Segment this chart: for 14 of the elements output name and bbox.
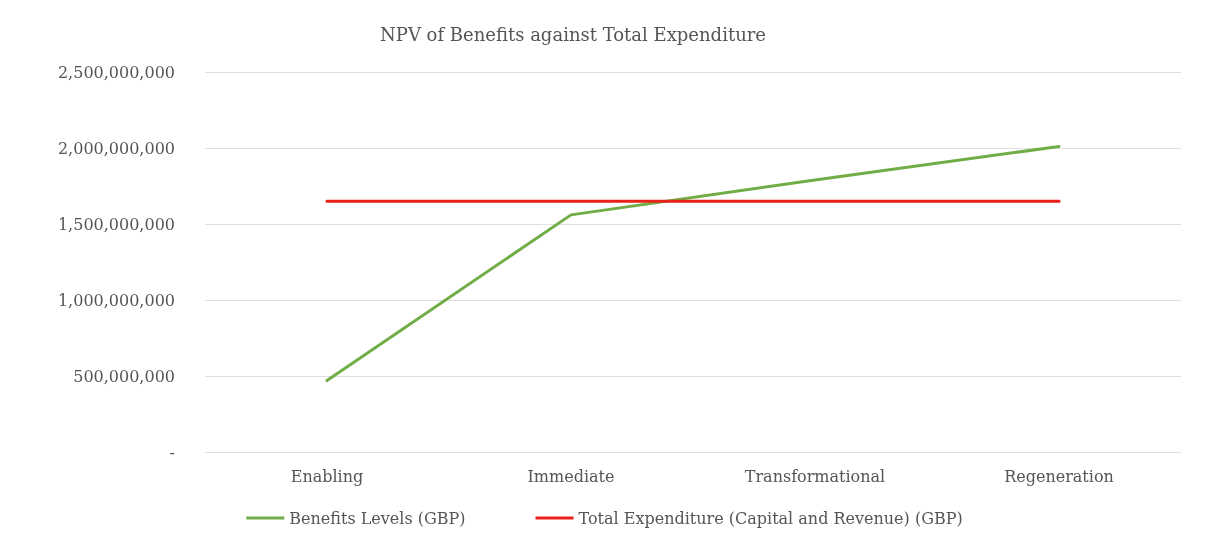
y-tick-label: 1,500,000,000 [57,214,175,234]
y-tick-label: 500,000,000 [73,366,175,386]
legend-label: Total Expenditure (Capital and Revenue) (GBP) [578,508,963,528]
y-tick-label: 2,500,000,000 [57,62,175,82]
x-tick-label: Immediate [527,466,615,486]
y-tick-label: 2,000,000,000 [57,138,175,158]
chart-title: NPV of Benefits against Total Expenditure [380,23,766,45]
y-tick-label: 1,000,000,000 [57,290,175,310]
x-tick-label: Transformational [744,466,886,486]
legend-label: Benefits Levels (GBP) [289,508,466,528]
line-series [325,144,1061,383]
x-tick-label: Enabling [290,466,364,486]
x-tick-label: Regeneration [1004,466,1114,486]
y-tick-label: - [169,442,175,462]
